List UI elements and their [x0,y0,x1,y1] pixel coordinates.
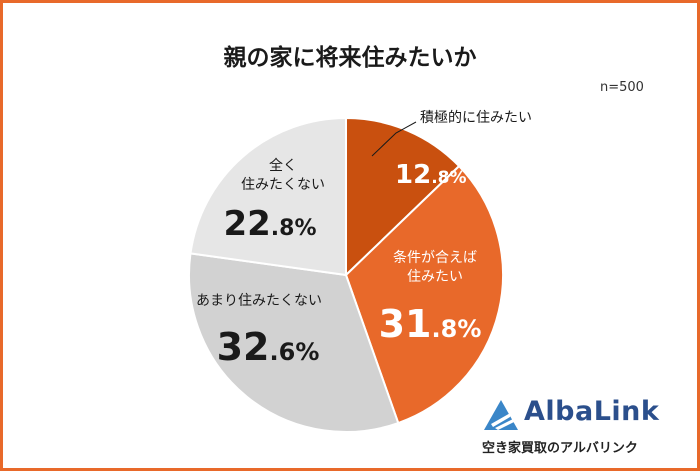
slice-label: 条件が合えば住みたい [393,249,477,285]
leader-line [371,121,417,157]
slice-value-label: 32.6% [217,325,320,369]
sample-size: n=500 [600,80,644,95]
pie-slice [345,116,461,278]
pie-slice [188,252,400,433]
slice-value-label: 12.8% [395,160,467,190]
chart-title: 親の家に将来住みたいか [223,45,477,71]
albalink-logo-icon [484,400,518,430]
slice-value-label: 22.8% [223,204,316,244]
slice-value-label: 31.8% [379,302,482,346]
pie-slice [344,164,504,425]
brand-tagline: 空き家買取のアルバリンク [482,441,638,456]
slice-label: 全く住みたくない [241,157,325,193]
slice-label: あまり住みたくない [196,293,322,309]
slice-label: 積極的に住みたい [420,110,532,126]
pie-slice [189,116,347,277]
brand-name: AlbaLink [524,396,660,427]
brand-block: AlbaLink 空き家買取のアルバリンク [482,396,692,466]
